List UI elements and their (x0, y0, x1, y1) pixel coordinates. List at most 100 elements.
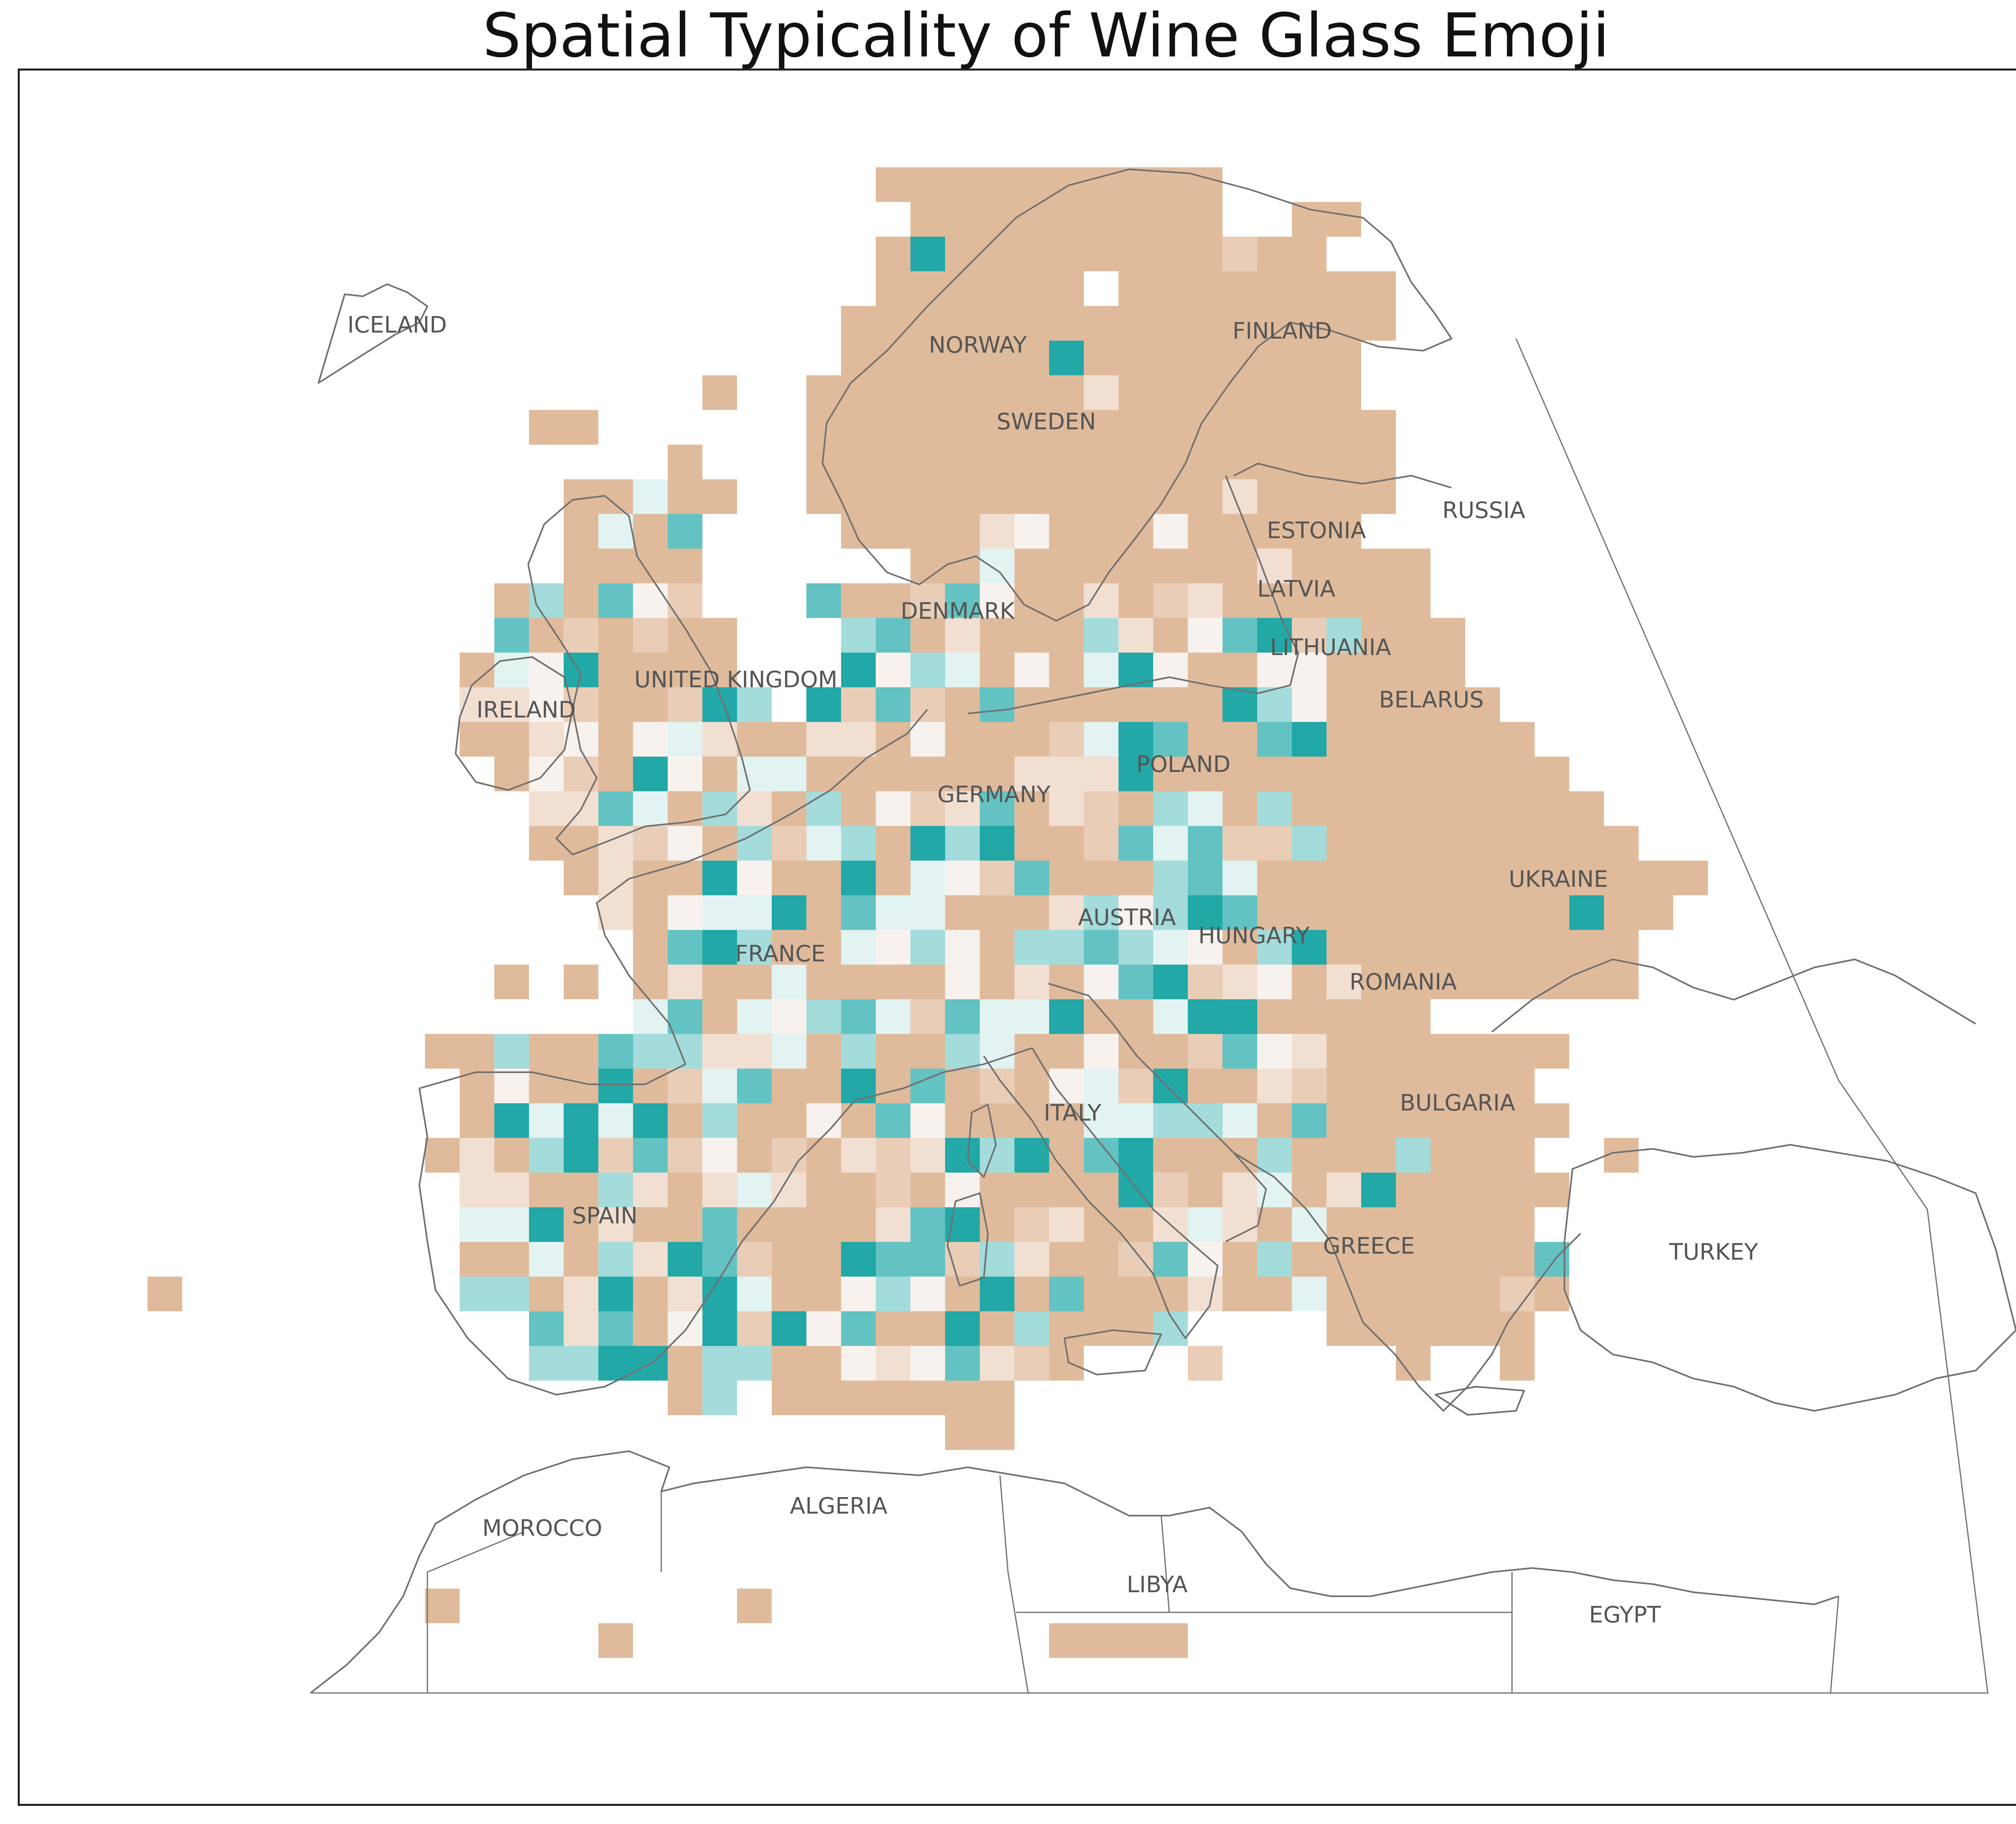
grid-cell (1361, 791, 1396, 826)
label-morocco: MOROCCO (482, 1515, 602, 1541)
grid-cell (1223, 1207, 1257, 1242)
grid-cell (702, 1103, 737, 1138)
grid-cell (841, 1103, 876, 1138)
grid-cell (910, 930, 945, 965)
grid-cell (980, 549, 1014, 583)
grid-cell (1361, 861, 1396, 895)
grid-cell (980, 861, 1014, 895)
grid-cell (980, 965, 1014, 999)
grid-cell (980, 1346, 1014, 1381)
grid-cell (1223, 826, 1257, 861)
grid-cell (876, 826, 910, 861)
grid-cell (1431, 1173, 1465, 1207)
grid-cell (1569, 826, 1604, 861)
grid-cell (598, 618, 633, 653)
grid-cell (841, 1138, 876, 1173)
grid-cell (1361, 1311, 1396, 1346)
grid-cell (1118, 202, 1153, 237)
grid-cell (1014, 237, 1049, 271)
grid-cell (1118, 999, 1153, 1034)
grid-cell (1327, 895, 1361, 930)
grid-cell (1049, 930, 1084, 965)
grid-cell (564, 1069, 598, 1103)
grid-cell (529, 1138, 564, 1173)
grid-cell (1292, 826, 1327, 861)
grid-cell (598, 722, 633, 757)
grid-cell (737, 861, 772, 895)
grid-cell (1014, 306, 1049, 341)
grid-cell (1569, 895, 1604, 930)
grid-cell (1188, 479, 1223, 514)
grid-cell (668, 479, 702, 514)
grid-cell (1465, 1034, 1500, 1069)
grid-cell (945, 1034, 980, 1069)
grid-cell (772, 722, 806, 757)
italy-east-outline (1048, 983, 1267, 1242)
grid-cell (702, 1138, 737, 1173)
grid-cell (1118, 1207, 1153, 1242)
grid-cell (633, 965, 668, 999)
grid-cell (910, 1242, 945, 1277)
grid-cell (1118, 306, 1153, 341)
grid-cell (806, 1311, 841, 1346)
grid-cell (1049, 271, 1084, 306)
grid-cell (1396, 1138, 1431, 1173)
grid-cell (598, 1138, 633, 1173)
grid-cell (1188, 410, 1223, 445)
grid-cell (564, 583, 598, 618)
grid-cell (1292, 479, 1327, 514)
grid-cell (1500, 1242, 1535, 1277)
grid-cell (1049, 1311, 1084, 1346)
grid-cell (1049, 479, 1084, 514)
grid-cell (460, 1207, 494, 1242)
grid-cell (772, 1069, 806, 1103)
grid-cell (598, 791, 633, 826)
label-iceland: ICELAND (348, 312, 447, 338)
grid-cell (1431, 826, 1465, 861)
grid-cell (806, 1346, 841, 1381)
grid-cell (806, 1069, 841, 1103)
grid-cell (1153, 653, 1188, 687)
grid-cell (1049, 167, 1084, 202)
grid-cell (1431, 1311, 1465, 1346)
grid-cell (1396, 791, 1431, 826)
grid-cell (1327, 757, 1361, 791)
grid-cell (772, 1277, 806, 1311)
grid-cell (1118, 1311, 1153, 1346)
grid-cell (1257, 618, 1292, 653)
grid-cell (1292, 1138, 1327, 1173)
balkans-outline (1233, 1152, 1581, 1412)
grid-cell (841, 930, 876, 965)
grid-cell (598, 1311, 633, 1346)
grid-cell (668, 999, 702, 1034)
grid-cell (668, 930, 702, 965)
grid-cell (564, 1207, 598, 1242)
label-sweden: SWEDEN (997, 409, 1096, 435)
grid-cell (1327, 1034, 1361, 1069)
grid-cell (529, 722, 564, 757)
grid-cell (772, 1381, 806, 1415)
grid-cell (1327, 930, 1361, 965)
grid-cell (1118, 375, 1153, 410)
label-poland: POLAND (1136, 751, 1231, 778)
grid-cell (668, 1069, 702, 1103)
grid-cell (1153, 1277, 1188, 1311)
grid-cell (425, 1589, 460, 1623)
grid-cell (1431, 895, 1465, 930)
label-romania: ROMANIA (1350, 969, 1457, 995)
grid-cell (1223, 861, 1257, 895)
label-norway: NORWAY (929, 332, 1027, 358)
grid-cell (1465, 895, 1500, 930)
grid-cell (529, 1069, 564, 1103)
grid-cell (1396, 1311, 1431, 1346)
grid-cell (1084, 930, 1118, 965)
grid-cell (1257, 861, 1292, 895)
grid-cell (1223, 965, 1257, 999)
grid-cell (980, 583, 1014, 618)
grid-cell (1084, 306, 1118, 341)
grid-cell (945, 895, 980, 930)
grid-cell (1049, 618, 1084, 653)
grid-cell (841, 1242, 876, 1277)
africa-borders (427, 1475, 1839, 1693)
grid-cell (598, 1173, 633, 1207)
